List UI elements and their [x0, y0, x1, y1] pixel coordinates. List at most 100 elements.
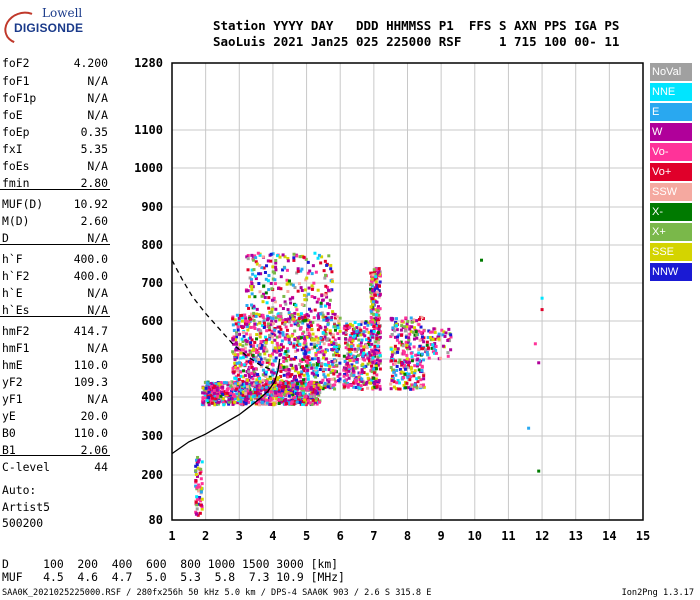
echo-point [257, 403, 261, 407]
echo-point [213, 384, 217, 388]
echo-point [234, 365, 238, 369]
echo-point [308, 307, 312, 311]
echo-point [248, 276, 252, 280]
echo-point [396, 379, 400, 383]
echo-point [245, 332, 249, 336]
echo-point [240, 316, 244, 320]
echo-point [333, 324, 337, 328]
echo-point [363, 326, 367, 330]
echo-point [335, 315, 339, 319]
echo-point [344, 341, 348, 345]
y-tick-label: 700 [141, 276, 163, 290]
echo-point [250, 278, 254, 282]
echo-point [335, 324, 339, 328]
echo-point [309, 394, 313, 398]
echo-point [259, 329, 263, 333]
echo-point [302, 366, 306, 370]
echo-point [319, 301, 323, 305]
echo-point [332, 372, 336, 376]
echo-point [217, 400, 221, 404]
echo-point [199, 470, 203, 474]
echo-point [432, 327, 436, 331]
echo-point [291, 317, 295, 321]
echo-point [194, 484, 198, 488]
echo-point [315, 366, 319, 370]
echo-point [441, 333, 445, 337]
echo-point [317, 383, 321, 387]
echo-point [303, 341, 307, 345]
echo-point [351, 339, 355, 343]
echo-point [244, 342, 248, 346]
param-value: N/A [87, 159, 108, 173]
echo-point [342, 354, 346, 358]
echo-point [403, 372, 407, 376]
echo-point [537, 469, 541, 473]
echo-point [302, 393, 306, 397]
echo-point [375, 351, 379, 355]
echo-point [257, 281, 261, 285]
echo-point [267, 358, 271, 362]
echo-point [374, 313, 378, 317]
echo-point [378, 330, 382, 334]
echo-point [305, 364, 309, 368]
echo-point [229, 384, 233, 388]
echo-point [444, 331, 448, 335]
echo-point [310, 363, 314, 367]
echo-point [333, 369, 337, 373]
echo-point [326, 385, 330, 389]
echo-point [329, 267, 333, 271]
echo-point [262, 321, 266, 325]
echo-point [258, 377, 262, 381]
echo-point [365, 372, 369, 376]
echo-point [271, 396, 275, 400]
echo-point [336, 332, 340, 336]
echo-point [233, 355, 237, 359]
echo-point [333, 383, 337, 387]
param-row-h-es: h`Es N/A [2, 303, 108, 320]
echo-point [330, 342, 334, 346]
echo-point [362, 330, 366, 334]
echo-point [278, 366, 282, 370]
echo-point [236, 322, 240, 326]
echo-point [265, 358, 269, 362]
echo-point [392, 380, 396, 384]
echo-point [245, 382, 249, 386]
echo-point [239, 400, 243, 404]
echo-point [277, 398, 281, 402]
echo-point [241, 393, 245, 397]
echo-point [276, 349, 280, 353]
echo-point [201, 401, 205, 405]
echo-point [373, 359, 377, 363]
echo-point [220, 385, 224, 389]
echo-point [222, 399, 226, 403]
echo-point [262, 292, 266, 296]
echo-point [271, 321, 275, 325]
echo-point [395, 328, 399, 332]
echo-point [375, 286, 379, 290]
echo-point [270, 340, 274, 344]
echo-point [348, 344, 352, 348]
echo-point [346, 381, 350, 385]
echo-point [403, 325, 407, 329]
param-row-m-d-: M(D) 2.60 [2, 214, 108, 231]
echo-point [298, 342, 302, 346]
echo-point [247, 306, 251, 310]
echo-point [198, 511, 202, 515]
echo-point [404, 316, 408, 320]
echo-point [261, 313, 265, 317]
echo-point [300, 267, 304, 271]
echo-point [252, 306, 256, 310]
param-row-fof1: foF1 N/A [2, 74, 108, 91]
echo-point [273, 328, 277, 332]
echo-point [347, 369, 351, 373]
echo-point [218, 383, 222, 387]
echo-point [374, 308, 378, 312]
echo-point [245, 255, 249, 259]
echo-point [356, 348, 360, 352]
echo-point [329, 370, 333, 374]
echo-point [408, 325, 412, 329]
echo-point [416, 353, 420, 357]
echo-point [343, 372, 347, 376]
echo-point [271, 277, 275, 281]
echo-point [281, 253, 285, 257]
